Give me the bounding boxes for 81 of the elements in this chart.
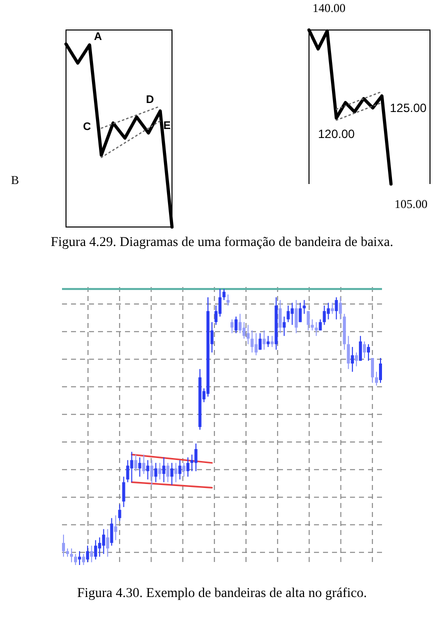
candlestick xyxy=(162,456,166,483)
candlestick xyxy=(98,536,102,558)
candlestick xyxy=(354,352,358,367)
candlestick xyxy=(254,332,258,356)
candlestick xyxy=(374,371,378,386)
annotation: C xyxy=(83,121,92,133)
candlestick xyxy=(282,316,286,336)
candlestick xyxy=(326,302,330,320)
candlestick xyxy=(86,545,90,563)
candlestick xyxy=(334,296,338,320)
annotation: D xyxy=(146,94,154,106)
candlestick xyxy=(170,462,174,486)
candlestick xyxy=(150,460,154,486)
candlestick xyxy=(110,518,114,546)
candlestick xyxy=(378,358,382,384)
candlestick xyxy=(242,322,246,340)
candlestick xyxy=(90,545,94,563)
candlestick xyxy=(142,454,146,474)
candlestick xyxy=(278,300,282,334)
candlestick xyxy=(350,346,354,372)
candlestick xyxy=(298,302,302,323)
candlestick xyxy=(250,330,254,353)
candlestick xyxy=(146,460,150,480)
candlestick xyxy=(94,540,98,560)
candlestick xyxy=(74,553,78,566)
candlestick xyxy=(134,454,138,472)
candlestick xyxy=(62,534,66,558)
candlestick xyxy=(358,335,362,362)
candlestick xyxy=(234,316,238,334)
candlestick xyxy=(246,324,250,345)
candlestick xyxy=(330,302,334,314)
candlestick xyxy=(322,305,326,326)
candlestick xyxy=(138,456,142,478)
candlestick xyxy=(266,335,270,348)
text: Figura 4.29. Diagramas de uma formação de bandeira de baixa. xyxy=(50,234,394,249)
data-label: 105.00 xyxy=(394,197,428,211)
candlestick xyxy=(122,476,126,508)
candlestick xyxy=(82,553,86,566)
candlestick xyxy=(290,302,294,326)
text: A xyxy=(94,31,102,43)
candlestick xyxy=(174,462,178,483)
candlestick xyxy=(178,460,182,480)
data-label: 140.00 xyxy=(312,1,346,15)
candlestick xyxy=(78,550,82,566)
candlestick xyxy=(194,443,198,472)
candlestick xyxy=(114,514,118,541)
candlestick xyxy=(310,318,314,331)
candlestick xyxy=(318,318,322,331)
candlestick xyxy=(262,330,266,350)
candlestick xyxy=(314,322,318,336)
candlestick xyxy=(226,294,230,306)
candlestick xyxy=(270,335,274,348)
annotation: E xyxy=(163,120,171,132)
candlestick xyxy=(302,300,306,314)
candlestick xyxy=(258,332,262,350)
candlestick xyxy=(118,504,122,522)
candlestick xyxy=(102,528,106,554)
candlestick xyxy=(230,318,234,334)
candlestick xyxy=(182,462,186,478)
candlestick xyxy=(186,456,190,478)
data-label: 125.00 xyxy=(390,101,427,115)
candlestick xyxy=(306,310,310,331)
candlestick xyxy=(286,305,290,323)
candlestick xyxy=(346,335,350,370)
candlestick xyxy=(70,548,74,563)
candlestick xyxy=(222,288,226,301)
candlestick xyxy=(238,313,242,334)
candlestick xyxy=(370,358,374,384)
text: B xyxy=(10,173,20,187)
candlestick xyxy=(366,344,370,362)
candlestick xyxy=(106,528,110,558)
candlestick xyxy=(166,462,170,483)
candlestick xyxy=(158,462,162,480)
candlestick xyxy=(362,340,366,358)
candlestick xyxy=(126,460,130,483)
text: Figura 4.30. Exemplo de bandeiras de alta no gráfico. xyxy=(77,585,367,600)
candlestick xyxy=(294,300,298,334)
candlestick xyxy=(338,296,342,320)
candlestick xyxy=(130,451,134,483)
data-label: 120.00 xyxy=(318,127,356,141)
candlestick xyxy=(154,462,158,483)
